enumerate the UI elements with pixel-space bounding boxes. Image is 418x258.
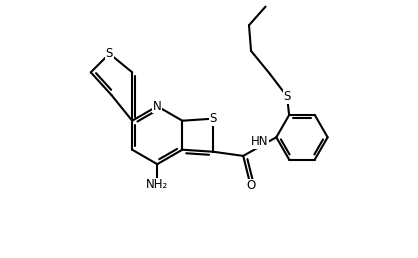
Text: S: S (106, 47, 113, 60)
Text: N: N (153, 100, 162, 113)
Text: HN: HN (251, 135, 268, 148)
Text: S: S (283, 90, 291, 103)
Text: NH₂: NH₂ (146, 178, 168, 191)
Text: S: S (210, 112, 217, 125)
Text: O: O (246, 179, 255, 192)
